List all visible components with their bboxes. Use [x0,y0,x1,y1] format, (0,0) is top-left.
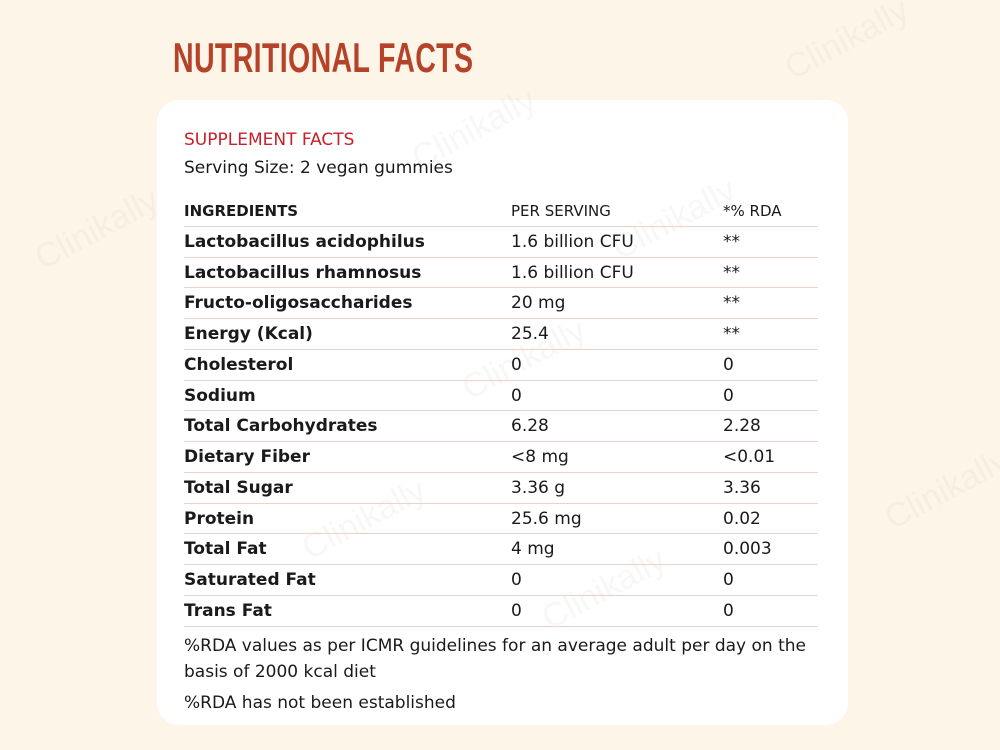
table-cell: 4 mg [511,539,555,560]
table-row: Total Carbohydrates 6.28 2.28 [184,411,818,442]
table-cell: 0.003 [723,539,772,560]
page-title: NUTRITIONAL FACTS [173,34,474,81]
table-row: Fructo-oligosaccharides 20 mg ** [184,288,818,319]
table-cell: Cholesterol [184,354,294,375]
table-cell: ** [723,262,740,283]
table-cell: ** [723,231,740,252]
table-row: Lactobacillus acidophilus 1.6 billion CFU… [184,227,818,258]
table-row: Total Sugar 3.36 g 3.36 [184,473,818,504]
table-cell: 0.02 [723,508,761,529]
table-cell: 0 [511,570,522,590]
table-cell: <0.01 [723,447,776,467]
table-row: Protein 25.6 mg 0.02 [184,504,818,535]
table-cell: 20 mg [511,293,566,314]
table-cell: 25.4 [511,324,549,344]
table-cell: 0 [511,600,522,621]
table-cell: Sodium [184,385,256,406]
table-cell: Energy (Kcal) [184,324,313,344]
table-cell: ** [723,293,740,314]
table-cell: Lactobacillus acidophilus [184,231,425,252]
table-cell: 3.36 g [511,477,566,498]
table-cell: Trans Fat [184,600,272,621]
table-cell: 2.28 [723,416,761,437]
table-cell: 25.6 mg [511,508,582,529]
table-cell: 0 [723,600,734,621]
facts-table: INGREDIENTS PER SERVING *% RDA Lactobacillu… [184,196,818,627]
table-cell: Dietary Fiber [184,447,310,467]
table-cell: Fructo-oligosaccharides [184,293,413,314]
table-row: Energy (Kcal) 25.4 ** [184,319,818,350]
note: %RDA values as per ICMR guidelines for a… [184,636,806,682]
table-cell: Lactobacillus rhamnosus [184,262,422,283]
table-row: Total Fat 4 mg 0.003 [184,534,818,565]
header-cell: INGREDIENTS [184,202,299,220]
table-cell: 6.28 [511,416,549,437]
watermark: Clinikally [878,440,1000,538]
table-cell: 0 [723,385,734,406]
table-cell: 1.6 billion CFU [511,231,634,252]
header-cell: *% RDA [723,202,782,220]
table-cell: 0 [723,354,734,375]
table-row: Lactobacillus rhamnosus 1.6 billion CFU ** [184,258,818,289]
table-cell: <8 mg [511,447,569,467]
table-cell: 0 [723,570,734,590]
note: %RDA has not been established [184,693,456,713]
serving-size: Serving Size: 2 vegan gummies [184,158,453,178]
table-cell: Total Sugar [184,477,293,498]
table-cell: Protein [184,508,255,529]
table-cell: 0 [511,385,522,406]
table-cell: 1.6 billion CFU [511,262,634,283]
table-row: Dietary Fiber <8 mg <0.01 [184,442,818,473]
header-cell: PER SERVING [511,202,611,220]
table-cell: Total Carbohydrates [184,416,378,437]
table-row: Trans Fat 0 0 [184,596,818,627]
table-row: Cholesterol 0 0 [184,350,818,381]
table-cell: Saturated Fat [184,570,316,590]
table-cell: Total Fat [184,539,267,560]
watermark: Clinikally [28,180,165,278]
facts-card: Clinikally Clinikally Clinikally Clinika… [157,81,848,725]
table-row: Sodium 0 0 [184,381,818,412]
card-heading: SUPPLEMENT FACTS [184,130,355,150]
table-cell: ** [723,324,740,344]
watermark: Clinikally [778,0,915,88]
table-cell: 3.36 [723,477,761,498]
table-row: Saturated Fat 0 0 [184,565,818,596]
table-cell: 0 [511,354,522,375]
table-header-row: INGREDIENTS PER SERVING *% RDA [184,196,818,227]
